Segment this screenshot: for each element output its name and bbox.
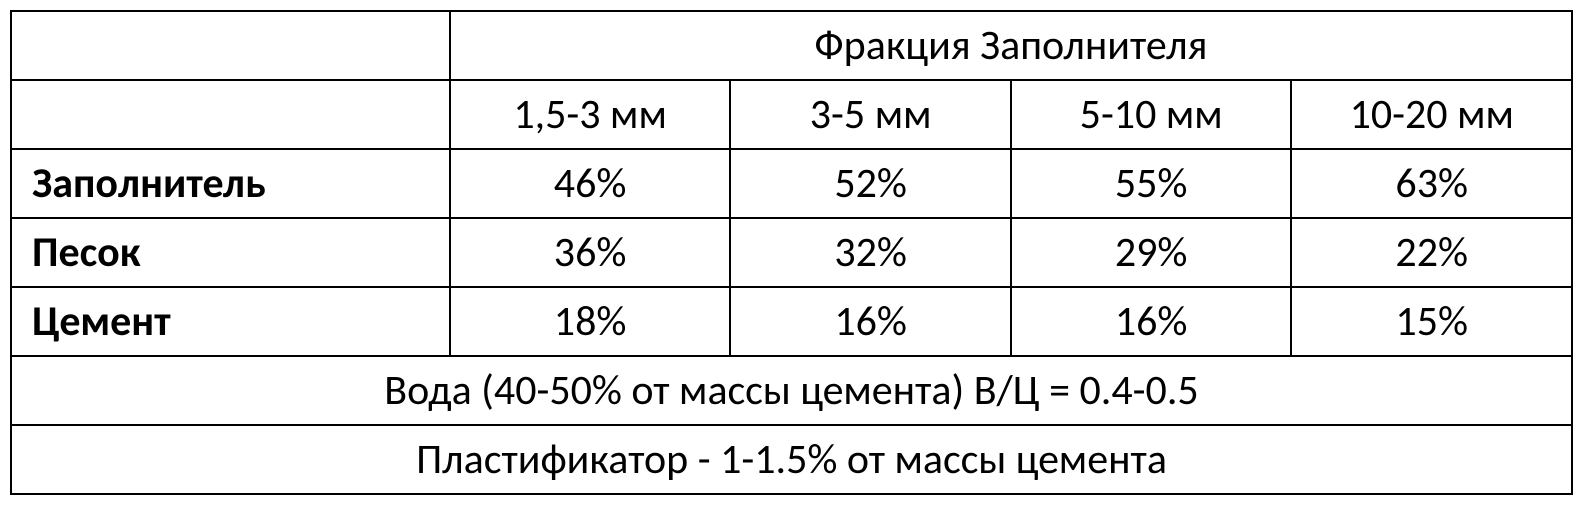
header-row-2: 1,5-3 мм 3-5 мм 5-10 мм 10-20 мм (11, 80, 1572, 149)
data-row-1: Песок 36% 32% 29% 22% (11, 218, 1572, 287)
cell-1-2: 29% (1011, 218, 1292, 287)
cell-1-0: 36% (450, 218, 731, 287)
concrete-mix-table: Фракция Заполнителя 1,5-3 мм 3-5 мм 5-10… (10, 10, 1573, 495)
column-header-1: 3-5 мм (730, 80, 1011, 149)
footer-row-0: Вода (40-50% от массы цемента) В/Ц = 0.4… (11, 356, 1572, 425)
cell-2-3: 15% (1291, 287, 1572, 356)
data-row-0: Заполнитель 46% 52% 55% 63% (11, 149, 1572, 218)
footer-text-1: Пластификатор - 1-1.5% от массы цемента (11, 425, 1572, 494)
empty-subheader-cell (11, 80, 450, 149)
cell-1-1: 32% (730, 218, 1011, 287)
cell-1-3: 22% (1291, 218, 1572, 287)
footer-text-0: Вода (40-50% от массы цемента) В/Ц = 0.4… (11, 356, 1572, 425)
cell-0-2: 55% (1011, 149, 1292, 218)
cell-0-3: 63% (1291, 149, 1572, 218)
cell-0-1: 52% (730, 149, 1011, 218)
header-title: Фракция Заполнителя (450, 11, 1572, 80)
data-row-2: Цемент 18% 16% 16% 15% (11, 287, 1572, 356)
cell-2-0: 18% (450, 287, 731, 356)
column-header-3: 10-20 мм (1291, 80, 1572, 149)
header-row-1: Фракция Заполнителя (11, 11, 1572, 80)
cell-2-1: 16% (730, 287, 1011, 356)
empty-header-cell (11, 11, 450, 80)
cell-2-2: 16% (1011, 287, 1292, 356)
row-label-1: Песок (11, 218, 450, 287)
column-header-2: 5-10 мм (1011, 80, 1292, 149)
cell-0-0: 46% (450, 149, 731, 218)
column-header-0: 1,5-3 мм (450, 80, 731, 149)
row-label-2: Цемент (11, 287, 450, 356)
row-label-0: Заполнитель (11, 149, 450, 218)
footer-row-1: Пластификатор - 1-1.5% от массы цемента (11, 425, 1572, 494)
